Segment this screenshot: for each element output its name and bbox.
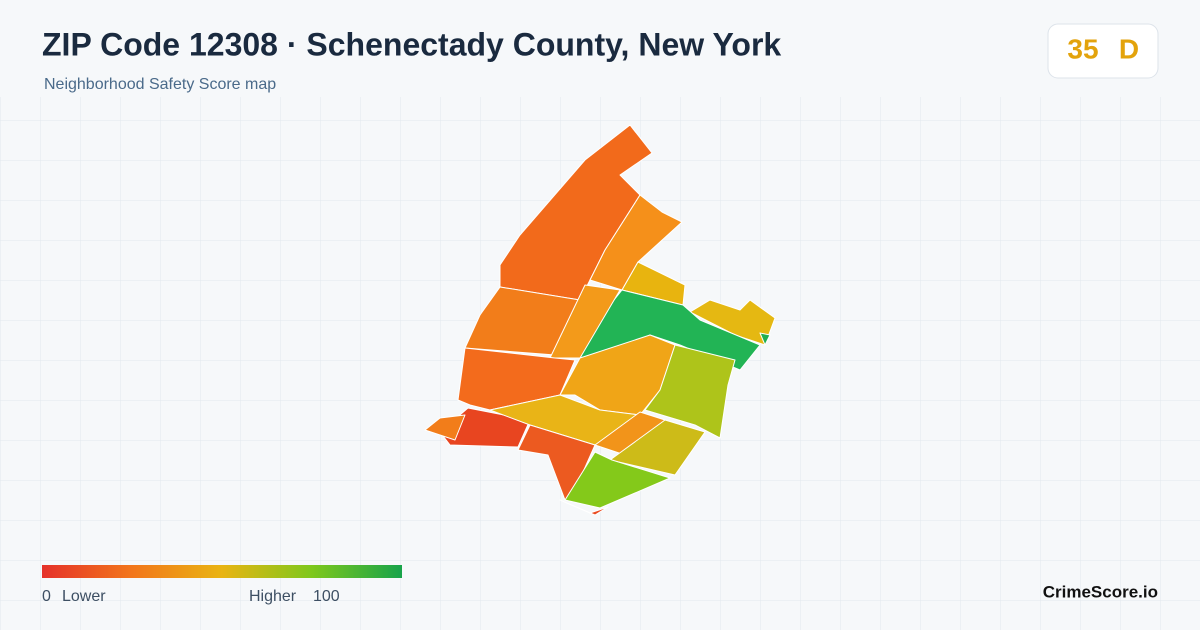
legend-max-label: Higher (249, 588, 297, 605)
area (559, 499, 609, 516)
legend-bar (42, 565, 402, 578)
subtitle: Neighborhood Safety Score map (44, 76, 276, 93)
area (759, 332, 771, 346)
brand: CrimeScore.io (1043, 582, 1158, 601)
legend-min-label: Lower (62, 588, 106, 605)
area (609, 419, 706, 476)
area (424, 414, 466, 441)
area (564, 451, 671, 509)
score-value: 35 (1067, 33, 1098, 64)
score-grade: D (1119, 33, 1139, 64)
title: ZIP Code 12308 · Schenectady County, New… (42, 26, 781, 62)
legend-max: 100 (313, 588, 340, 605)
area (464, 286, 581, 356)
area (644, 344, 736, 439)
map (424, 124, 776, 516)
legend-min: 0 (42, 588, 51, 605)
score-badge (1047, 23, 1159, 79)
